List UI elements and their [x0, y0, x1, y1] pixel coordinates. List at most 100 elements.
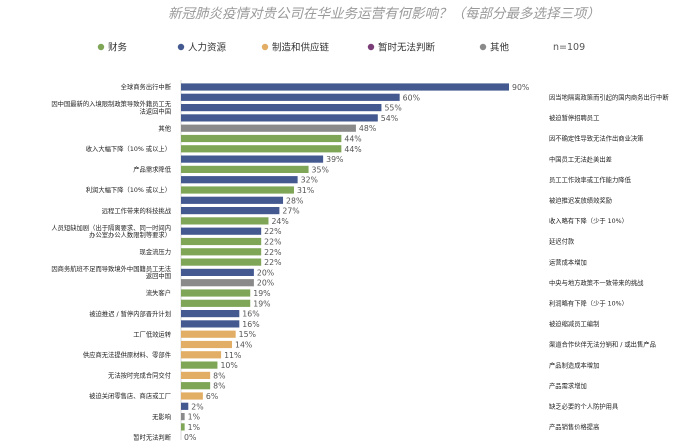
category-label: 产品销售价格提高: [549, 422, 599, 431]
bar: [181, 83, 509, 91]
bar: [181, 310, 240, 318]
legend-marker-undecided: [367, 43, 375, 51]
category-label: 返回中国: [146, 271, 171, 280]
legend-label-finance: 财务: [108, 42, 128, 54]
category-label: 因中国最新的入境限制政策导致外籍员工无: [51, 99, 171, 108]
bar: [181, 155, 324, 163]
value-label: 0%: [184, 433, 196, 442]
legend-marker-hr: [177, 43, 185, 51]
value-label: 20%: [257, 279, 274, 288]
legend: n=109 财务 人力资源 制造和供应链 暂时无法判断 其他: [97, 42, 585, 54]
value-label: 6%: [206, 392, 218, 401]
legend-label-undecided: 暂时无法判断: [378, 42, 436, 54]
bars-group: 90% 全球商务出行中断 60% 因当地隔离政策而引起的国内商务出行中断 55% 因中国最…: [51, 82, 669, 442]
legend-label-hr: 人力资源: [188, 42, 227, 54]
value-label: 54%: [381, 114, 398, 123]
sample-size-label: n=109: [553, 42, 585, 53]
bar: [181, 134, 342, 143]
value-label: 20%: [257, 268, 274, 277]
category-label: 被迫缩减员工编制: [549, 319, 599, 328]
value-label: 35%: [312, 165, 329, 174]
category-label: 收入大幅下降（10% 或以上）: [86, 144, 171, 153]
category-label: 中央与地方政策不一致带来的挑战: [549, 278, 644, 287]
value-label: 44%: [344, 135, 361, 144]
category-label: 工厂低效运转: [133, 329, 171, 338]
value-label: 14%: [235, 341, 252, 350]
bar: [181, 248, 262, 256]
bar: [181, 351, 222, 359]
value-label: 2%: [191, 402, 203, 411]
value-label: 60%: [403, 93, 420, 102]
bar: [181, 340, 233, 349]
value-label: 16%: [242, 320, 259, 329]
category-label: 办公室办公人数限制等要求）: [89, 230, 171, 239]
value-label: 90%: [512, 83, 529, 92]
bar: [181, 258, 262, 266]
bar: [181, 145, 342, 153]
value-label: 19%: [253, 289, 270, 298]
category-label: 员工工作效率或工作能力降低: [549, 175, 632, 184]
category-label: 暂时无法判断: [133, 432, 171, 441]
value-label: 22%: [264, 258, 281, 267]
category-label: 无法按时完成合同交付: [108, 371, 171, 380]
chart-title: 新冠肺炎疫情对贵公司在华业务运营有何影响？（每部分最多选择三项）: [168, 6, 600, 22]
bar: [181, 361, 218, 369]
category-label: 因当地隔离政策而引起的国内商务出行中断: [549, 93, 669, 102]
value-label: 1%: [188, 413, 200, 422]
category-label: 产品需求降低: [133, 165, 171, 174]
bar: [181, 217, 269, 225]
bar: [181, 299, 251, 307]
value-label: 16%: [242, 310, 259, 319]
category-label: 人员短缺加剧（出于隔离要求、同一时间内: [51, 223, 171, 232]
value-label: 28%: [286, 196, 303, 205]
category-label: 延迟付款: [549, 237, 575, 246]
category-label: 缺乏必要的个人防护用具: [549, 402, 619, 411]
category-label: 产品需求增加: [549, 381, 587, 390]
bar: [181, 371, 211, 379]
value-label: 24%: [271, 217, 288, 226]
bar: [181, 227, 262, 235]
value-label: 10%: [220, 361, 237, 370]
legend-marker-finance: [97, 43, 105, 51]
value-label: 19%: [253, 299, 270, 308]
category-label: 全球商务出行中断: [121, 82, 172, 91]
bar: [181, 413, 185, 421]
category-label: 利润略有下降（少于 10%）: [549, 299, 628, 308]
bar: [181, 165, 309, 173]
value-label: 22%: [264, 238, 281, 247]
category-label: 渠道合作伙伴无法分销和 / 或出售产品: [549, 340, 656, 349]
bar: [181, 289, 251, 297]
bar: [181, 176, 298, 184]
legend-label-other: 其他: [490, 42, 510, 54]
category-label: 被迫推迟 / 暂停内部晋升计划: [89, 309, 171, 318]
bar: [181, 330, 236, 338]
bar: [181, 423, 185, 431]
category-label: 产品制造成本增加: [549, 360, 599, 369]
value-label: 15%: [239, 330, 256, 339]
value-label: 55%: [384, 104, 401, 113]
legend-marker-supply: [261, 43, 269, 51]
legend-label-supply: 制造和供应链: [272, 42, 330, 54]
value-label: 22%: [264, 248, 281, 257]
category-label: 流失客户: [146, 288, 171, 297]
bar: [181, 104, 382, 112]
bar: [181, 93, 400, 101]
category-label: 法返回中国: [140, 106, 171, 115]
value-label: 31%: [297, 186, 314, 195]
value-label: 1%: [188, 423, 200, 432]
bar: [181, 237, 262, 246]
value-label: 11%: [224, 351, 241, 360]
bar: [181, 279, 254, 287]
bar: [181, 402, 189, 410]
value-label: 39%: [326, 155, 343, 164]
category-label: 被迫关闭零售店、商店或工厂: [89, 391, 171, 400]
category-label: 利润大幅下降（10% 或以上）: [86, 185, 171, 194]
value-label: 48%: [359, 124, 376, 133]
category-label: 被迫暂停招聘员工: [549, 113, 599, 122]
value-label: 8%: [213, 382, 225, 391]
bar: [181, 268, 254, 276]
category-label: 因商务航班不足而导致境外中国籍员工无法: [51, 264, 171, 273]
value-label: 32%: [301, 176, 318, 185]
